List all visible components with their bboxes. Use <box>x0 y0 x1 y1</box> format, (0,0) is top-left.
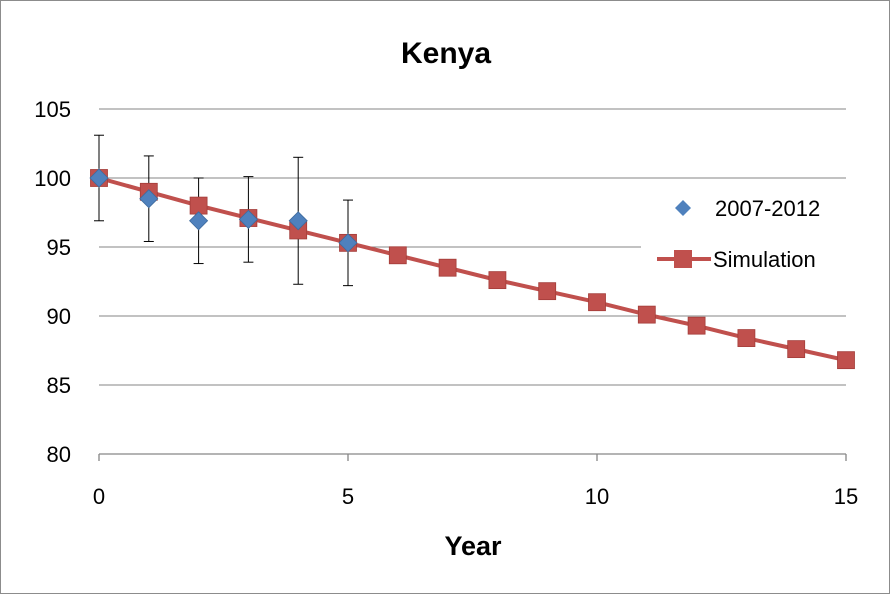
simulation-point <box>388 246 407 265</box>
plot-area: 80 85 90 95 100 105 0 5 10 15 <box>34 97 858 509</box>
y-tick-label: 85 <box>47 373 71 398</box>
chart-title: Kenya <box>401 37 491 70</box>
simulation-point <box>588 293 606 312</box>
observed-point <box>89 168 109 188</box>
legend: 2007-2012 Simulation <box>641 179 851 283</box>
x-tick-label: 0 <box>93 484 105 509</box>
simulation-point <box>687 316 706 335</box>
legend-marker-simulation <box>674 250 692 268</box>
observed-point <box>189 211 209 231</box>
y-tick-label: 100 <box>34 166 71 191</box>
x-tick-label: 5 <box>342 484 354 509</box>
observed-point <box>288 211 308 231</box>
legend-label-2007-2012: 2007-2012 <box>715 196 820 221</box>
x-tick-label: 15 <box>834 484 858 509</box>
observed-point <box>238 209 258 229</box>
simulation-point <box>637 305 656 324</box>
y-tick-label: 80 <box>47 442 71 467</box>
y-tick-label: 90 <box>47 304 71 329</box>
y-tick-label: 95 <box>47 235 71 260</box>
simulation-line <box>98 176 847 363</box>
simulation-point <box>438 258 457 277</box>
observed-point <box>139 189 159 209</box>
simulation-point <box>837 351 855 370</box>
simulation-point <box>538 282 557 301</box>
simulation-point <box>737 329 756 347</box>
simulation-point <box>488 271 507 290</box>
x-tick-label: 10 <box>585 484 609 509</box>
observed-point <box>338 233 358 253</box>
y-tick-label: 105 <box>34 97 71 122</box>
simulation-point <box>787 340 806 359</box>
legend-label-simulation: Simulation <box>713 247 816 272</box>
x-axis-label: Year <box>444 531 502 561</box>
legend-marker-2007-2012 <box>675 200 691 216</box>
